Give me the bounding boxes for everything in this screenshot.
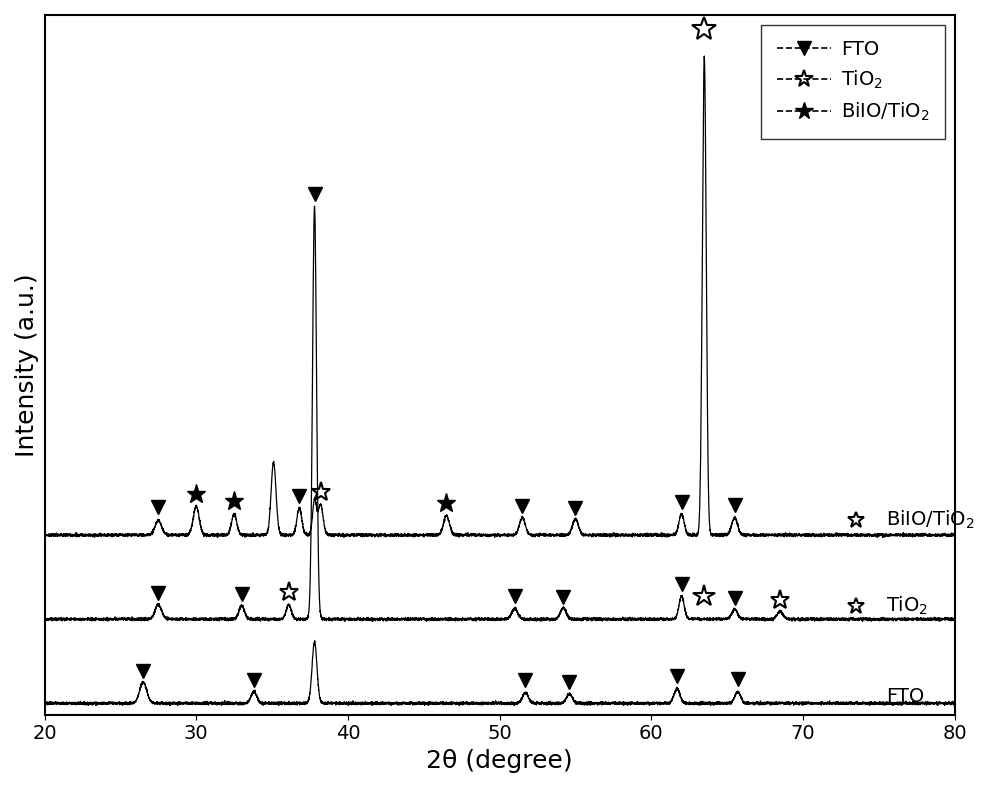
- Text: BiIO/TiO$_2$: BiIO/TiO$_2$: [886, 508, 975, 531]
- Text: TiO$_2$: TiO$_2$: [886, 595, 928, 617]
- Legend: FTO, TiO$_2$, BiIO/TiO$_2$: FTO, TiO$_2$, BiIO/TiO$_2$: [761, 24, 945, 139]
- X-axis label: 2θ (degree): 2θ (degree): [426, 749, 573, 773]
- Y-axis label: Intensity (a.u.): Intensity (a.u.): [15, 273, 39, 457]
- Text: FTO: FTO: [886, 687, 925, 706]
